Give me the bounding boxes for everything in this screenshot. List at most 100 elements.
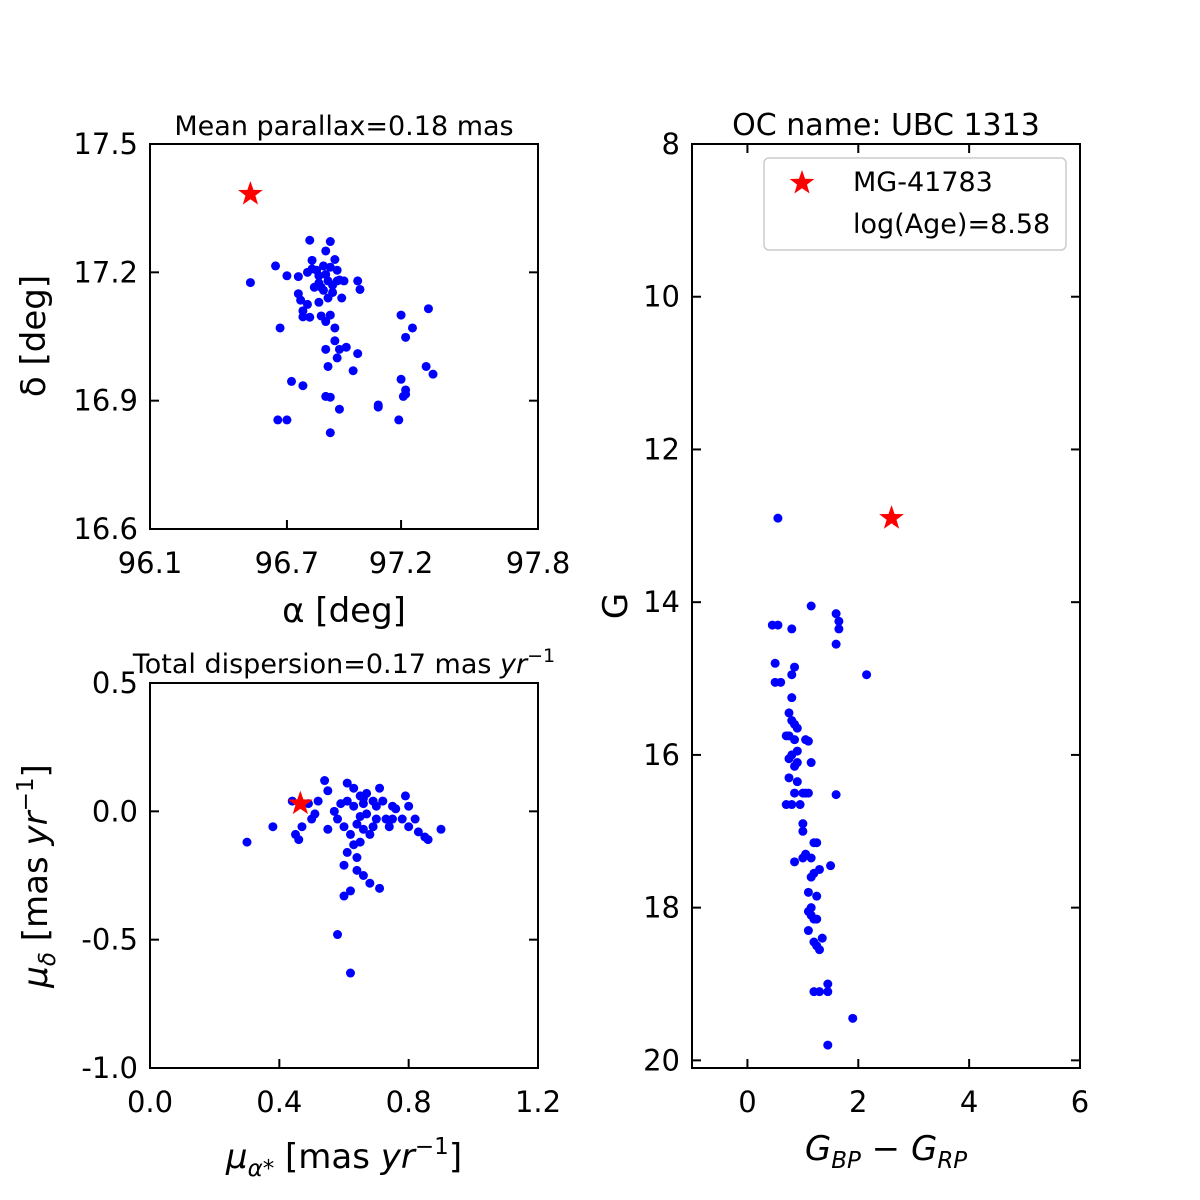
sky-member-point [421, 361, 431, 371]
sky-member-point [273, 415, 283, 425]
pm-panel-title: Total dispersion=0.17 mas yr−1 [132, 645, 555, 680]
cmd-member-point [823, 979, 833, 989]
pm-member-point [358, 824, 368, 834]
cmd-member-point [812, 838, 822, 848]
pm-y-axis-label: μδ [mas yr−1] [13, 764, 61, 989]
pm-member-point [310, 809, 320, 819]
pm-plot-frame [149, 682, 539, 1069]
cmd-member-point [834, 624, 844, 634]
sky-member-point [275, 323, 285, 333]
pm-member-point [342, 847, 352, 857]
pm-member-point [333, 930, 343, 940]
cmd-member-point [803, 736, 813, 746]
cmd-member-point [814, 945, 824, 955]
cmd-member-point [790, 662, 800, 672]
pm-y-tick-label: -0.5 [81, 923, 138, 957]
cmd-x-tick-label: 0 [738, 1085, 756, 1119]
sky-member-point [325, 428, 335, 438]
sky-plot-frame [149, 143, 539, 530]
cmd-y-tick-label: 10 [643, 280, 680, 314]
pm-member-point [413, 827, 423, 837]
sky-member-point [282, 271, 292, 281]
pm-title-prefix: Total dispersion=0.17 mas [132, 649, 500, 680]
cmd-y-axis-label: G [596, 593, 636, 619]
cmd-member-point [798, 826, 808, 836]
sky-member-point [298, 381, 308, 391]
cmd-member-point [773, 620, 783, 630]
pm-target-star [287, 790, 313, 815]
cmd-member-point [792, 777, 802, 787]
cmd-member-point [770, 658, 780, 668]
sky-member-point [321, 317, 331, 327]
cmd-member-point [831, 639, 841, 649]
cmd-member-point [803, 788, 813, 798]
sky-member-point [305, 235, 315, 245]
sky-member-point [396, 310, 406, 320]
pm-member-point [391, 804, 401, 814]
cmd-member-point [823, 1040, 833, 1050]
pm-member-point [323, 824, 333, 834]
pm-y-tick-label: 0.0 [92, 794, 138, 828]
cmd-x-g2: G [911, 1129, 937, 1169]
pm-member-point [352, 819, 362, 829]
sky-member-point [337, 293, 347, 303]
legend-age-label: log(Age)=8.58 [853, 209, 1050, 240]
sky-x-tick-label: 96.1 [118, 546, 183, 580]
pm-title-unit: yr [499, 649, 529, 680]
cmd-member-point [784, 754, 794, 764]
sky-target-star [238, 181, 263, 205]
pm-member-point [381, 814, 391, 824]
sky-x-tick-label: 97.2 [369, 546, 434, 580]
cmd-x-axis-label: GBP − GRP [805, 1129, 967, 1174]
cmd-x-bp: BP [831, 1148, 861, 1174]
sky-member-point [353, 349, 363, 359]
pm-member-point [423, 835, 433, 845]
cmd-plot-frame [691, 143, 1081, 1069]
sky-member-point [325, 392, 335, 402]
pm-member-point [242, 837, 252, 847]
sky-position-panel: Mean parallax=0.18 mas α [deg] δ [deg] 9… [14, 111, 570, 631]
pm-member-point [388, 814, 397, 824]
pm-x-unit: yr [380, 1137, 417, 1177]
cmd-legend: MG-41783 log(Age)=8.58 [763, 157, 1067, 251]
pm-x-axis-label: μα* [mas yr−1] [225, 1134, 462, 1182]
pm-x-unit-prefix: [mas [274, 1137, 381, 1177]
cmd-member-point [831, 790, 841, 800]
sky-member-point [330, 336, 340, 346]
pm-member-point [358, 794, 368, 803]
sky-member-point [302, 299, 312, 309]
pm-member-point [342, 796, 352, 806]
sky-member-point [373, 400, 383, 410]
sky-member-point [341, 342, 351, 352]
sky-member-point [328, 287, 338, 297]
sky-x-tick-label: 97.8 [506, 546, 571, 580]
pm-member-point [410, 814, 420, 824]
cmd-member-point [795, 800, 805, 810]
sky-member-point [305, 312, 315, 322]
cmd-x-g1: G [805, 1129, 831, 1169]
pm-y-subscript: δ [35, 952, 61, 966]
sky-member-point [355, 284, 365, 294]
pm-x-subscript: α* [248, 1156, 275, 1182]
sky-member-point [245, 278, 255, 288]
sky-member-point [401, 332, 411, 342]
pm-x-tick-label: 0.4 [256, 1085, 302, 1119]
pm-member-point [339, 891, 349, 901]
pm-member-point [371, 814, 381, 824]
cmd-member-point [826, 861, 836, 871]
legend-target-label: MG-41783 [853, 167, 993, 198]
pm-member-point [371, 801, 381, 811]
sky-x-tick-label: 96.7 [255, 546, 320, 580]
pm-member-point [345, 886, 355, 896]
cmd-member-point [803, 887, 813, 897]
cmd-x-rp: RP [937, 1148, 967, 1174]
sky-member-point [314, 297, 324, 307]
cmd-member-point [814, 987, 824, 997]
sky-member-point [271, 261, 281, 271]
cmd-y-tick-label: 20 [643, 1043, 680, 1077]
pm-member-point [352, 853, 362, 863]
pm-x-tick-label: 1.2 [515, 1085, 561, 1119]
pm-y-tick-label: -1.0 [81, 1051, 138, 1085]
pm-member-point [368, 822, 378, 832]
sky-member-point [423, 304, 433, 314]
